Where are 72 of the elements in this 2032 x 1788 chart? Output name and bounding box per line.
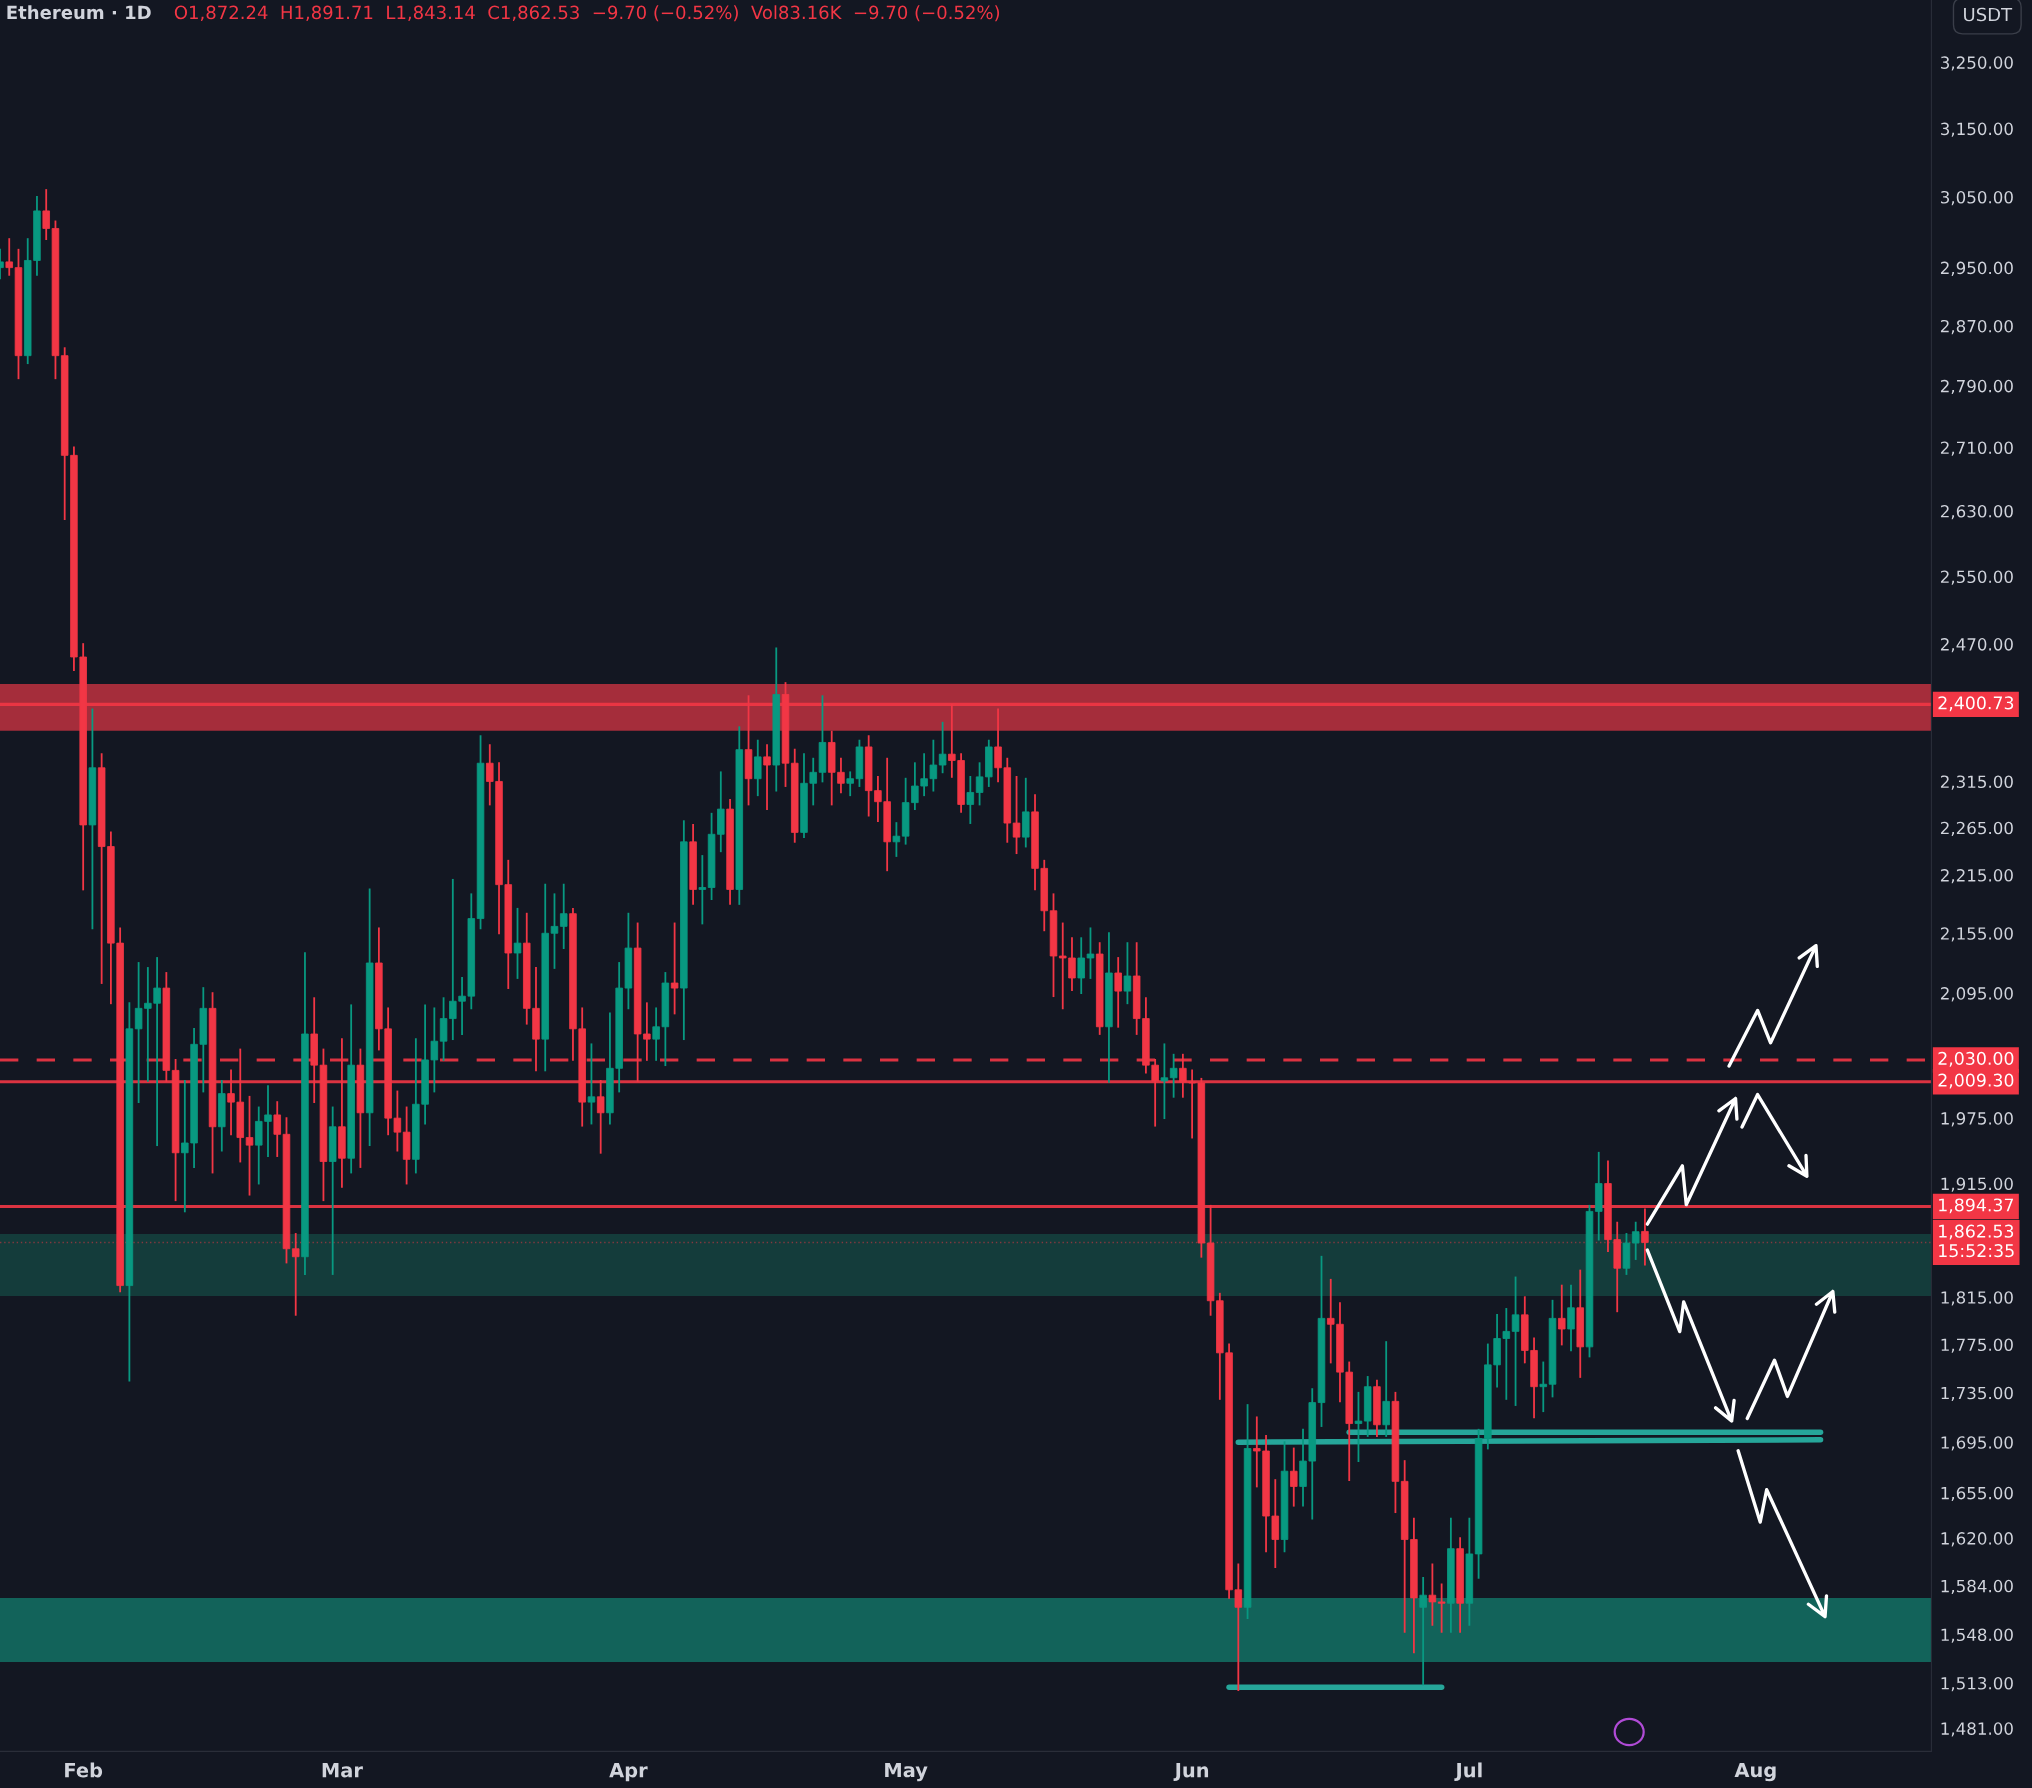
y-tick-label: 1,915.00 — [1941, 1177, 2013, 1192]
y-tick-label: 3,050.00 — [1941, 190, 2013, 206]
candlestick — [754, 739, 762, 797]
y-tick-label: 1,655.00 — [1941, 1486, 2013, 1502]
candlestick — [245, 1095, 254, 1196]
y-tick-label: 2,095.00 — [1940, 987, 2013, 1002]
y-tick-label: 1,513.00 — [1941, 1676, 2013, 1692]
candlestick — [1437, 1583, 1446, 1633]
x-tick-label: Apr — [609, 1763, 648, 1782]
candlestick — [1567, 1284, 1575, 1352]
y-axis-title: USDT — [1964, 7, 2013, 22]
y-tick-label: 3,250.00 — [1941, 56, 2013, 71]
candlestick — [5, 238, 13, 276]
y-tick-label: 1,775.00 — [1941, 1338, 2013, 1353]
y-tick-label: 2,550.00 — [1940, 570, 2013, 585]
ref-line-label: 2,400.73 — [1938, 696, 2014, 712]
candlestick — [1169, 1053, 1178, 1098]
candlestick — [1511, 1276, 1520, 1406]
candlestick — [1539, 1361, 1548, 1413]
y-tick-label: 1,584.00 — [1941, 1579, 2013, 1595]
y-tick-label: 2,470.00 — [1940, 638, 2013, 653]
candlestick — [938, 721, 947, 774]
y-tick-label: 1,695.00 — [1941, 1436, 2013, 1451]
candlestick — [670, 922, 679, 1015]
y-tick-label: 2,870.00 — [1940, 319, 2013, 335]
ref-line-label: 1,862.53 15:52:35 — [1939, 1224, 2014, 1258]
y-tick-label: 2,630.00 — [1940, 504, 2013, 520]
y-tick-label: 2,155.00 — [1940, 927, 2013, 942]
chart-subtitle: O1,872.24 H1,891.71 L1,843.14 C1,862.53 −9.70 (−0.52%) Vol83.16K −9.70 (−0.52%) — [174, 5, 1000, 22]
candlestick — [291, 1233, 300, 1316]
ref-line-label: 2,009.30 — [1938, 1073, 2014, 1089]
candlestick — [966, 775, 975, 824]
y-tick-label: 1,548.00 — [1941, 1628, 2013, 1643]
candlestick — [1419, 1576, 1427, 1686]
candlestick — [1160, 1043, 1169, 1120]
candlestick — [698, 855, 707, 925]
y-tick-label: 2,950.00 — [1940, 261, 2013, 276]
candlestick — [1012, 775, 1021, 855]
candlestick — [1631, 1221, 1640, 1260]
y-tick-label: 2,790.00 — [1940, 379, 2013, 395]
candlestick — [1123, 942, 1132, 1005]
candlestick — [587, 1043, 596, 1125]
y-tick-label: 3,150.00 — [1941, 122, 2013, 137]
y-tick-label: 2,215.00 — [1940, 869, 2013, 884]
candlestick — [1354, 1391, 1363, 1462]
x-tick-label: Feb — [65, 1762, 103, 1778]
chart-title: Ethereum · 1D — [7, 5, 151, 20]
x-tick-label: Jul — [1454, 1762, 1482, 1782]
candlestick — [513, 907, 522, 979]
candlestick — [1290, 1447, 1298, 1507]
y-tick-label: 1,481.00 — [1941, 1722, 2013, 1737]
x-tick-label: Jun — [1173, 1763, 1209, 1782]
candlestick — [559, 883, 568, 949]
candlestick — [273, 1101, 281, 1157]
ref-line-label: 1,894.37 — [1939, 1198, 2014, 1214]
candlestick — [763, 744, 771, 811]
y-tick-label: 1,975.00 — [1941, 1112, 2013, 1127]
y-tick-label: 2,710.00 — [1940, 441, 2013, 456]
y-tick-label: 2,265.00 — [1940, 821, 2013, 836]
candlestick — [1114, 957, 1122, 1028]
ref-line-label: 2,030.00 — [1938, 1051, 2014, 1067]
candlestick — [1558, 1284, 1566, 1346]
y-tick-label: 2,315.00 — [1940, 775, 2013, 790]
candlestick — [892, 822, 901, 857]
y-tick-label: 1,735.00 — [1941, 1386, 2013, 1402]
y-tick-label: 1,620.00 — [1941, 1532, 2013, 1547]
x-tick-label: Aug — [1734, 1762, 1776, 1782]
x-tick-label: Mar — [322, 1763, 363, 1778]
x-tick-label: May — [885, 1762, 928, 1782]
candlestick — [1382, 1341, 1390, 1437]
y-tick-label: 1,815.00 — [1941, 1291, 2013, 1306]
candlestick — [1428, 1563, 1437, 1626]
